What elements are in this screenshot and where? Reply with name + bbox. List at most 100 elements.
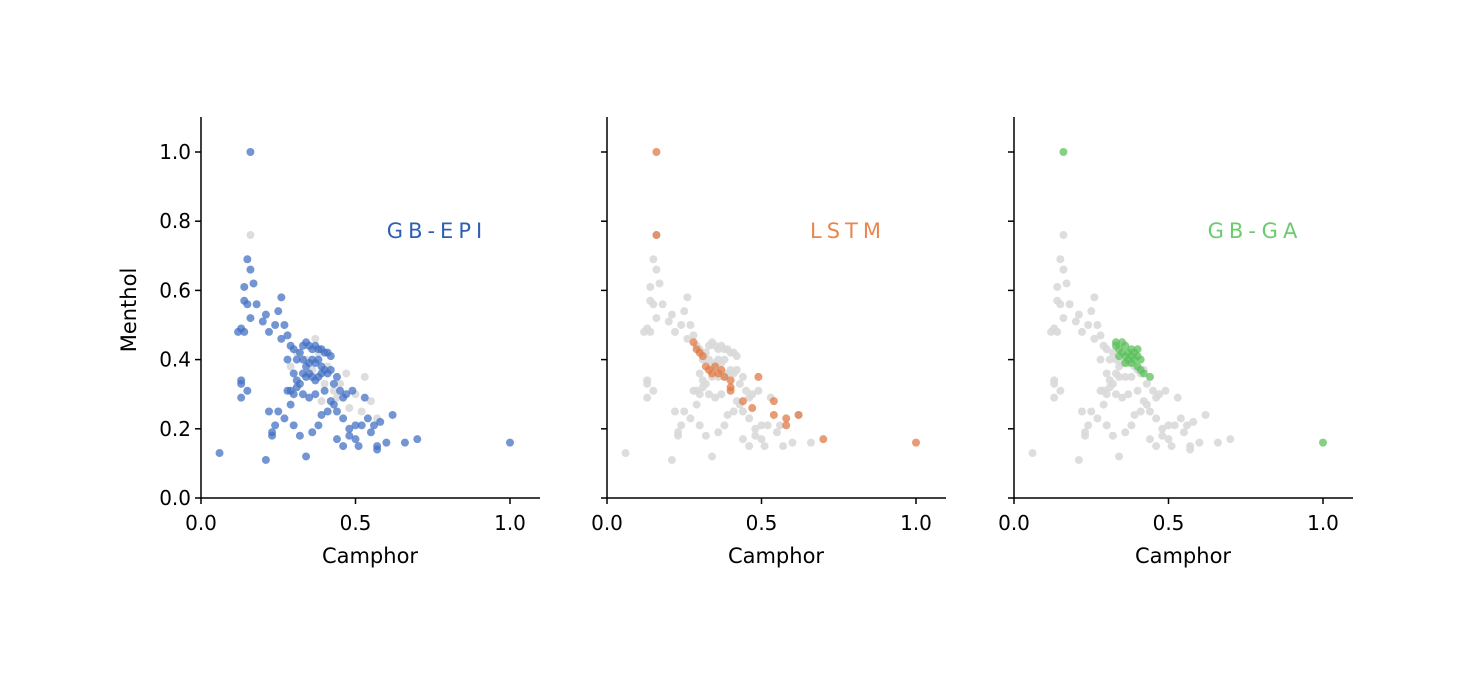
data-point <box>261 455 270 464</box>
background-point <box>1056 386 1065 395</box>
data-point <box>1136 355 1145 364</box>
background-point <box>1149 386 1158 395</box>
background-point <box>1176 414 1185 423</box>
background-point <box>1121 372 1130 381</box>
y-tick-label: 0.4 <box>159 348 191 372</box>
data-point <box>360 393 369 402</box>
x-tick-label: 0.5 <box>340 511 372 535</box>
data-point <box>240 327 249 336</box>
data-point <box>413 435 422 444</box>
background-point <box>738 435 747 444</box>
data-point <box>366 428 375 437</box>
background-point <box>1164 421 1173 430</box>
data-point <box>314 421 323 430</box>
background-point <box>738 372 747 381</box>
data-point <box>506 438 514 447</box>
background-point <box>717 390 726 399</box>
background-point <box>760 442 769 451</box>
data-point <box>298 390 307 399</box>
background-point <box>1102 390 1111 399</box>
background-point <box>1130 410 1139 419</box>
background-point <box>1161 386 1170 395</box>
background-point <box>683 334 692 343</box>
data-point <box>373 445 382 454</box>
background-point <box>720 421 729 430</box>
background-point <box>695 421 704 430</box>
background-point <box>1189 417 1198 426</box>
background-point <box>1124 390 1133 399</box>
data-point <box>698 352 707 361</box>
data-point <box>308 428 317 437</box>
background-point <box>1164 435 1173 444</box>
background-point <box>667 455 676 464</box>
background-point <box>1102 345 1111 354</box>
data-point <box>289 421 298 430</box>
data-point <box>717 365 726 374</box>
data-point <box>240 282 249 291</box>
background-point <box>1145 407 1154 416</box>
background-point <box>1213 438 1222 447</box>
data-point <box>215 449 224 458</box>
x-axis-label: Camphor <box>1135 544 1231 568</box>
background-point <box>751 424 760 433</box>
x-tick-label: 0.0 <box>591 511 623 535</box>
background-point <box>698 383 707 392</box>
background-point <box>704 390 713 399</box>
background-point <box>1102 369 1111 378</box>
panel-gb-epi: 0.0 0.5 1.0 0.0 0.2 0.4 0.6 0.8 1.0 Camphor Mentho… <box>117 117 540 568</box>
background-point <box>1142 379 1151 388</box>
highlight-points <box>215 148 514 464</box>
data-point <box>246 148 255 156</box>
data-point <box>274 307 283 316</box>
data-point <box>243 255 252 264</box>
background-point <box>317 397 326 406</box>
background-point <box>366 397 375 406</box>
background-point <box>1167 442 1176 451</box>
x-tick-label: 0.0 <box>185 511 217 535</box>
data-point <box>769 410 778 419</box>
data-point <box>652 231 661 240</box>
data-point <box>317 369 326 378</box>
panel-gb-ga: 0.0 0.5 1.0 Camphor GB-GA <box>998 117 1353 568</box>
background-point <box>1183 421 1192 430</box>
background-point <box>757 421 766 430</box>
background-point <box>1226 435 1235 444</box>
x-tick-label: 1.0 <box>494 511 526 535</box>
data-point <box>1121 341 1130 350</box>
data-point <box>289 369 298 378</box>
data-point <box>289 390 298 399</box>
data-point <box>264 407 273 416</box>
data-point <box>320 386 329 395</box>
panels: 0.0 0.5 1.0 0.0 0.2 0.4 0.6 0.8 1.0 Camphor Mentho… <box>117 117 1353 568</box>
background-point <box>680 307 689 316</box>
background-point <box>1115 372 1124 381</box>
data-point <box>1145 372 1154 381</box>
data-point <box>280 414 289 423</box>
panel-label: LSTM <box>810 219 886 243</box>
background-point <box>1093 321 1102 329</box>
background-point <box>779 442 788 451</box>
background-point <box>772 428 781 437</box>
background-point <box>1195 438 1204 447</box>
background-point <box>1102 421 1111 430</box>
background-point <box>1065 300 1074 309</box>
y-tick-label: 0.8 <box>159 209 191 233</box>
background-point <box>738 407 747 416</box>
background-point <box>1136 407 1145 416</box>
background-point <box>1062 279 1071 288</box>
data-point <box>342 390 351 399</box>
background-point <box>1158 424 1167 433</box>
data-point <box>264 327 273 336</box>
background-point <box>342 369 351 378</box>
data-point <box>339 414 348 423</box>
data-point <box>289 345 298 354</box>
background-point <box>1155 390 1164 399</box>
highlight-points <box>1059 148 1327 447</box>
x-axis-label: Camphor <box>322 544 418 568</box>
background-point <box>652 314 661 323</box>
background-point <box>745 442 754 451</box>
data-point <box>277 334 286 343</box>
background-point <box>695 390 704 399</box>
data-point <box>314 355 323 364</box>
data-point <box>726 376 735 385</box>
